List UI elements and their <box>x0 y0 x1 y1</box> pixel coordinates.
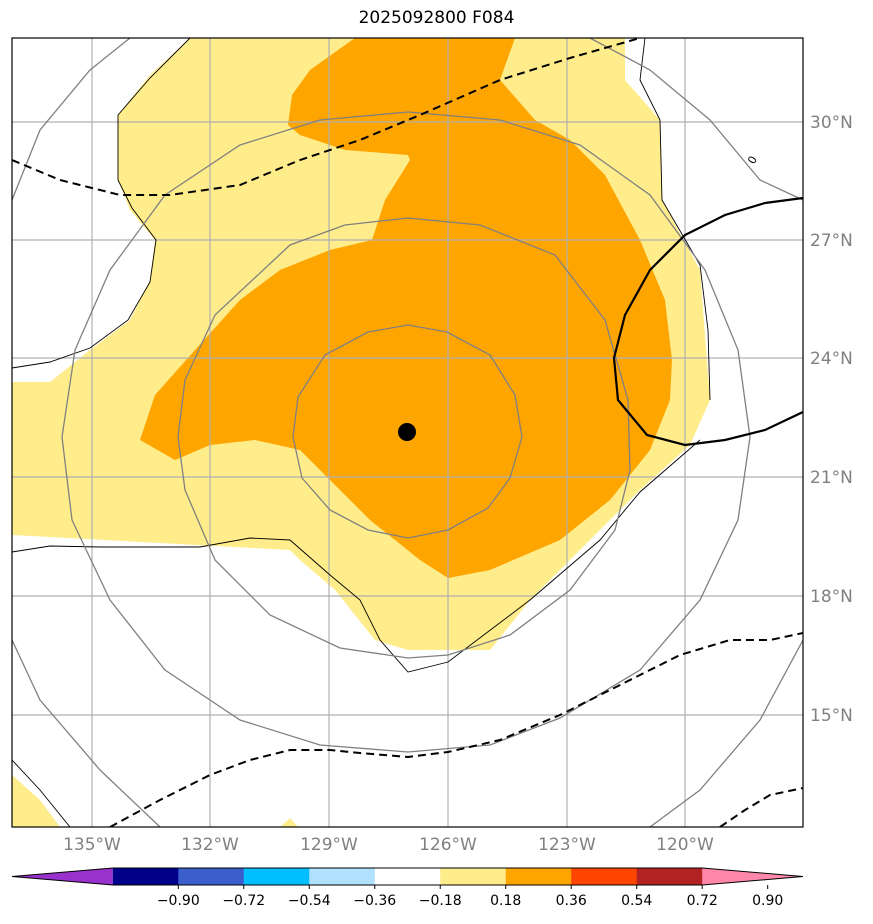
ring-4b <box>589 38 803 201</box>
colorbar-segment <box>505 868 572 885</box>
shaded-region-light-speck <box>280 818 298 827</box>
solid-contour <box>612 196 803 447</box>
colorbar-segment <box>112 868 179 885</box>
map-title: 2025092800 F084 <box>358 8 515 28</box>
graticule <box>12 38 803 827</box>
ring-4d <box>649 639 803 827</box>
colorbar-label: −0.72 <box>222 893 265 909</box>
colorbar-segment <box>440 868 507 885</box>
colorbar-outline <box>11 867 804 886</box>
colorbar-label: −0.90 <box>157 893 200 909</box>
lon-label-126: 126°W <box>419 835 477 855</box>
storm-center-marker <box>398 423 416 441</box>
ring-4 <box>12 38 131 201</box>
lon-label-135: 135°W <box>63 835 121 855</box>
colorbar-label: −0.54 <box>288 893 331 909</box>
colorbar-label: 0.36 <box>556 893 587 909</box>
colorbar-label: −0.18 <box>419 893 462 909</box>
dashed-contours <box>12 38 803 827</box>
longitude-labels: 135°W 132°W 129°W 126°W 123°W 120°W <box>63 835 714 855</box>
colorbar-segment <box>571 868 638 885</box>
colorbar-label: 0.72 <box>687 893 718 909</box>
lat-label-30: 30°N <box>810 113 853 133</box>
colorbar-segment <box>243 868 310 885</box>
ring-3 <box>61 111 751 753</box>
lon-label-120: 120°W <box>656 835 714 855</box>
colorbar-segment <box>178 868 245 885</box>
thin-contours <box>12 38 711 827</box>
map-plot-area: 0 <box>12 38 803 827</box>
lat-label-21: 21°N <box>810 468 853 488</box>
colorbar-segment <box>636 868 703 885</box>
colorbar: −0.90 −0.72 −0.54 −0.36 −0.18 0.18 0.36 0.54 0.7… <box>11 867 804 909</box>
colorbar-segment <box>309 868 376 885</box>
map-frame <box>11 37 804 828</box>
shaded-region-light-corner <box>12 775 60 827</box>
colorbar-label: 0.90 <box>752 893 783 909</box>
lat-label-15: 15°N <box>810 706 853 726</box>
colorbar-label: −0.36 <box>353 893 396 909</box>
lat-label-27: 27°N <box>810 231 853 251</box>
lat-label-24: 24°N <box>810 349 853 369</box>
lat-label-18: 18°N <box>810 587 853 607</box>
colorbar-label: 0.18 <box>490 893 521 909</box>
latitude-labels: 30°N 27°N 24°N 21°N 18°N 15°N <box>810 113 853 726</box>
shaded-region-dark <box>140 38 672 578</box>
lon-label-132: 132°W <box>181 835 239 855</box>
colorbar-label: 0.54 <box>621 893 652 909</box>
ring-1 <box>292 324 523 539</box>
lon-label-123: 123°W <box>538 835 596 855</box>
colorbar-segment <box>374 868 441 885</box>
ring-2 <box>177 217 631 659</box>
lon-label-129: 129°W <box>300 835 358 855</box>
ring-4c <box>12 639 161 827</box>
colorbar-extend-min <box>12 868 113 885</box>
colorbar-extend-max <box>702 868 803 885</box>
